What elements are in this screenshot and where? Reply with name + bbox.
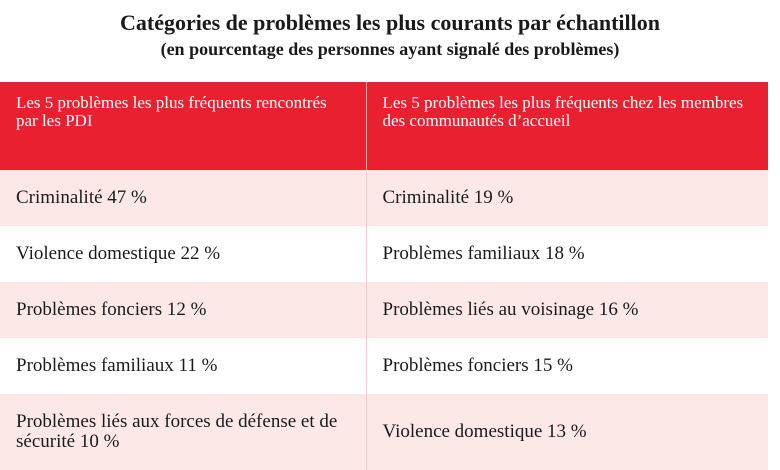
- table-cell-pdi: Problèmes fonciers 12 %: [0, 282, 367, 338]
- column-header-pdi: Les 5 problèmes les plus fréquents renco…: [0, 82, 367, 170]
- table-cell-pdi: Criminalité 47 %: [0, 170, 367, 226]
- table-cell-host: Violence domestique 13 %: [366, 394, 768, 470]
- table-cell-host: Problèmes familiaux 18 %: [366, 226, 768, 282]
- table-header-row: Les 5 problèmes les plus fréquents renco…: [0, 82, 768, 170]
- table-row: Problèmes liés aux forces de défense et …: [0, 394, 768, 470]
- table-cell-pdi: Problèmes liés aux forces de défense et …: [0, 394, 367, 470]
- table-row: Problèmes fonciers 12 % Problèmes liés a…: [0, 282, 768, 338]
- table-row: Criminalité 47 % Criminalité 19 %: [0, 170, 768, 226]
- chart-subtitle: (en pourcentage des personnes ayant sign…: [160, 39, 620, 59]
- column-header-host-communities: Les 5 problèmes les plus fréquents chez …: [366, 82, 768, 170]
- table-cell-host: Problèmes fonciers 15 %: [366, 338, 768, 394]
- table-cell-pdi: Violence domestique 22 %: [0, 226, 367, 282]
- table-cell-host: Problèmes liés au voisinage 16 %: [366, 282, 768, 338]
- table-row: Problèmes familiaux 11 % Problèmes fonci…: [0, 338, 768, 394]
- table-cell-pdi: Problèmes familiaux 11 %: [0, 338, 367, 394]
- table-cell-host: Criminalité 19 %: [366, 170, 768, 226]
- problems-table: Les 5 problèmes les plus fréquents renco…: [0, 82, 768, 470]
- chart-title: Catégories de problèmes les plus courant…: [119, 10, 661, 35]
- table-row: Violence domestique 22 % Problèmes famil…: [0, 226, 768, 282]
